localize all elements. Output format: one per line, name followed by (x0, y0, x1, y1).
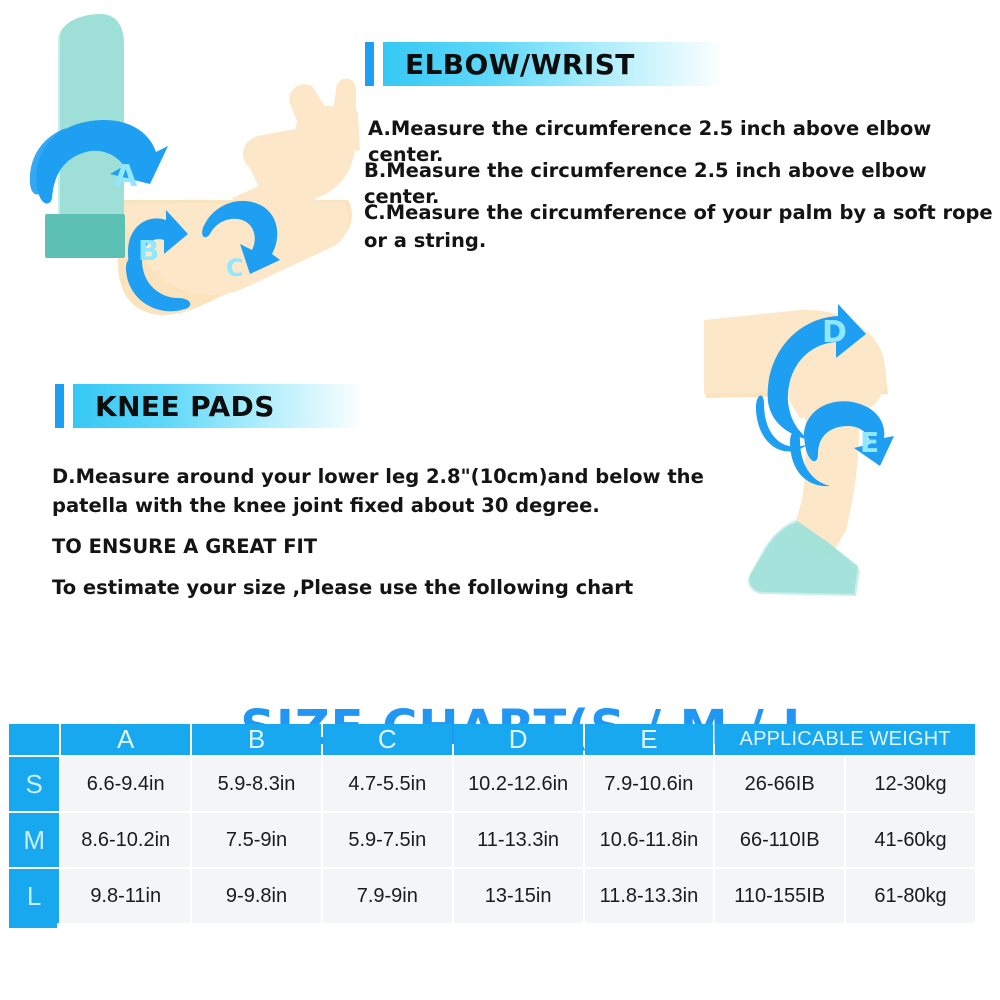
arm-label-a: A (114, 159, 138, 194)
cell-m-e: 10.6-11.8in (584, 813, 714, 867)
leg-label-e: E (860, 426, 879, 459)
cell-m-a: 8.6-10.2in (61, 813, 191, 867)
elbow-line-a: A.Measure the circumference 2.5 inch abo… (368, 117, 932, 166)
cell-s-b: 5.9-8.3in (192, 757, 321, 811)
cell-l-b: 9-9.8in (192, 869, 321, 923)
row-size-s: S (9, 757, 60, 811)
table-row: L 9.8-11in 9-9.8in 7.9-9in 13-15in 11.8-… (9, 869, 975, 923)
size-chart-table: A B C D E APPLICABLE WEIGHT S 6.6-9.4in … (7, 722, 977, 925)
cell-l-lb: 110-155IB (715, 869, 845, 923)
elbow-wrist-heading: ELBOW/WRIST (365, 42, 725, 86)
header-b: B (192, 724, 321, 755)
header-applicable-weight: APPLICABLE WEIGHT (715, 724, 975, 755)
table-header-row: A B C D E APPLICABLE WEIGHT (9, 724, 975, 755)
cell-m-d: 11-13.3in (453, 813, 583, 867)
header-d: D (453, 724, 583, 755)
arm-illustration-svg: A B C (29, 14, 360, 315)
heading-band-2: KNEE PADS (73, 384, 365, 428)
cell-s-lb: 26-66IB (715, 757, 845, 811)
knee-line-estimate: To estimate your size ,Please use the fo… (52, 576, 634, 599)
elbow-line-b: B.Measure the circumference 2.5 inch abo… (364, 159, 927, 208)
cell-l-d: 13-15in (453, 869, 583, 923)
cell-l-c: 7.9-9in (322, 869, 452, 923)
knee-pads-heading: KNEE PADS (55, 384, 365, 428)
elbow-line-c2: or a string. (364, 229, 487, 252)
cell-l-kg: 61-80kg (846, 869, 975, 923)
elbow-line-c: C.Measure the circumference of your palm… (364, 201, 993, 224)
knee-line-d2: patella with the knee joint fixed about … (52, 494, 600, 517)
header-size (9, 724, 60, 755)
header-e: E (584, 724, 714, 755)
knee-line-d: D.Measure around your lower leg 2.8"(10c… (52, 465, 704, 488)
cell-s-e: 7.9-10.6in (584, 757, 714, 811)
cell-m-c: 5.9-7.5in (322, 813, 452, 867)
leg-label-d: D (822, 315, 847, 350)
cell-s-kg: 12-30kg (846, 757, 975, 811)
header-c: C (322, 724, 452, 755)
elbow-wrist-heading-text: ELBOW/WRIST (405, 47, 635, 81)
knee-line-fit: TO ENSURE A GREAT FIT (52, 535, 318, 558)
table-row: S 6.6-9.4in 5.9-8.3in 4.7-5.5in 10.2-12.… (9, 757, 975, 811)
size-column-tail (9, 918, 57, 928)
row-size-l: L (9, 869, 60, 923)
leg-illustration: D E (680, 290, 1000, 600)
arm-label-b: B (138, 234, 159, 267)
row-size-m: M (9, 813, 60, 867)
header-a: A (61, 724, 191, 755)
cell-l-a: 9.8-11in (61, 869, 191, 923)
arm-illustration: A B C (0, 8, 360, 348)
cell-l-e: 11.8-13.3in (584, 869, 714, 923)
knee-pads-heading-text: KNEE PADS (95, 389, 275, 423)
cell-m-kg: 41-60kg (846, 813, 975, 867)
table-row: M 8.6-10.2in 7.5-9in 5.9-7.5in 11-13.3in… (9, 813, 975, 867)
heading-band: ELBOW/WRIST (383, 42, 725, 86)
heading-accent-bar-2 (55, 384, 64, 428)
cell-m-lb: 66-110IB (715, 813, 845, 867)
arm-label-c: C (226, 254, 244, 282)
cell-s-a: 6.6-9.4in (61, 757, 191, 811)
cell-m-b: 7.5-9in (192, 813, 321, 867)
heading-accent-bar (365, 42, 374, 86)
leg-illustration-svg: D E (704, 304, 894, 596)
cell-s-d: 10.2-12.6in (453, 757, 583, 811)
cell-s-c: 4.7-5.5in (322, 757, 452, 811)
